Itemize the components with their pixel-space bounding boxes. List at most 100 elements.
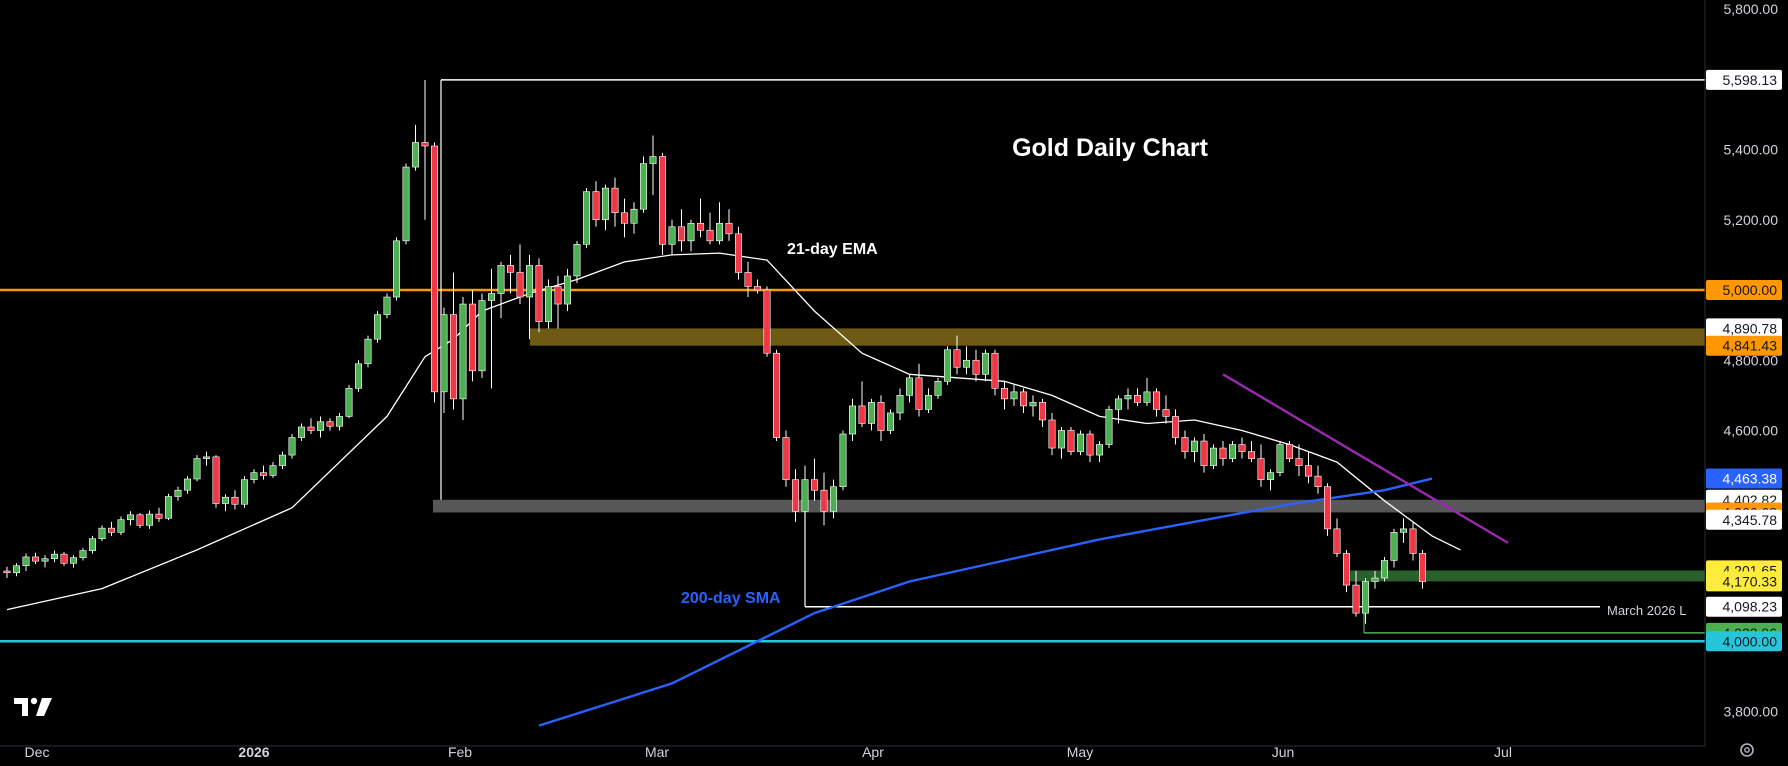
time-tick-label: Dec (25, 744, 50, 760)
candle (649, 156, 657, 164)
annotation-layer: Gold Daily Chart 21-day EMA 200-day SMA … (681, 134, 1687, 618)
price-tag-label: 4,170.33 (1723, 573, 1778, 589)
candle (554, 286, 562, 305)
tradingview-logo-icon (14, 697, 52, 716)
candle (373, 314, 381, 340)
candle (60, 553, 68, 564)
candle (772, 352, 780, 438)
candle (411, 142, 419, 168)
candle (41, 558, 49, 562)
price-tag (1706, 69, 1782, 90)
candle (1333, 528, 1341, 554)
candle (1134, 395, 1142, 403)
candle (1019, 391, 1027, 407)
gear-icon[interactable] (1738, 741, 1756, 759)
candle (592, 191, 600, 221)
candle (1029, 402, 1037, 407)
candle (630, 208, 638, 224)
candle (1143, 391, 1151, 403)
candle (601, 187, 609, 221)
price-tag (1706, 509, 1782, 530)
candle (525, 265, 533, 298)
candle (127, 514, 135, 521)
candle (222, 496, 230, 504)
price-tick-label: 4,600.00 (1724, 423, 1779, 439)
candle (981, 352, 989, 375)
candle (725, 222, 733, 235)
price-tag-label: 5,000.00 (1723, 282, 1778, 298)
candle (3, 570, 11, 574)
price-tag (1706, 468, 1782, 489)
candle (174, 489, 182, 497)
price-tag-label: 4,098.23 (1723, 599, 1778, 615)
candle (1267, 472, 1275, 480)
candle (1381, 560, 1389, 579)
zone-resistance-4841-4890 (530, 328, 1705, 346)
candle (364, 338, 372, 365)
candle (402, 166, 410, 242)
candle (487, 293, 495, 301)
candle (763, 289, 771, 354)
candle (421, 142, 429, 147)
candle (259, 472, 267, 476)
candle (430, 145, 438, 393)
candle (1000, 388, 1008, 400)
time-axis[interactable]: Dec 2026 Feb Mar Apr May Jun Jul (25, 744, 1512, 760)
time-tick-label: 2026 (238, 744, 269, 760)
price-tag (1706, 596, 1782, 617)
candle (326, 421, 334, 427)
candle (117, 519, 125, 533)
price-tag (1706, 335, 1782, 356)
candle (1210, 447, 1218, 466)
candle (108, 527, 116, 533)
price-axis[interactable]: 5,800.00 5,400.00 5,200.00 4,800.00 4,600.00… (1724, 1, 1779, 720)
candle (801, 479, 809, 512)
candle (1181, 437, 1189, 452)
chart-title: Gold Daily Chart (1012, 134, 1209, 162)
candle (791, 479, 799, 512)
candle (383, 296, 391, 315)
time-tick-label: Feb (448, 744, 472, 760)
candle (184, 478, 192, 491)
candle (1058, 430, 1066, 449)
candle (1362, 581, 1370, 614)
candle (1286, 444, 1294, 459)
price-tag-label: 4,345.78 (1723, 512, 1778, 528)
candle (753, 286, 761, 291)
candle (231, 496, 239, 505)
price-tick-label: 5,200.00 (1724, 212, 1779, 228)
candle (924, 395, 932, 410)
candle-layer (3, 79, 1427, 624)
price-tick-label: 5,400.00 (1724, 142, 1779, 158)
time-tick-label: Jul (1494, 744, 1512, 760)
zone-support-4170-4201 (1346, 570, 1705, 582)
candle (506, 265, 514, 273)
candle (1105, 409, 1113, 445)
time-tick-label: May (1067, 744, 1093, 760)
candle (848, 405, 856, 435)
candle (1276, 444, 1284, 473)
candle (677, 226, 685, 242)
price-tag (1706, 571, 1782, 592)
candle (858, 405, 866, 424)
candle (155, 513, 163, 519)
candle (611, 187, 619, 214)
candle (972, 359, 980, 375)
candle (620, 212, 628, 224)
candle (1390, 532, 1398, 561)
candle (31, 556, 39, 562)
candle (468, 303, 476, 372)
price-tick-label: 3,800.00 (1724, 704, 1779, 720)
candle (70, 557, 78, 564)
candle (782, 437, 790, 480)
candle (1039, 402, 1047, 421)
candle (810, 479, 818, 491)
candle (886, 412, 894, 431)
candle (563, 275, 571, 305)
candle (905, 377, 913, 396)
candle (316, 421, 324, 431)
candle (934, 381, 942, 396)
candle (241, 479, 249, 505)
candle (13, 565, 21, 574)
